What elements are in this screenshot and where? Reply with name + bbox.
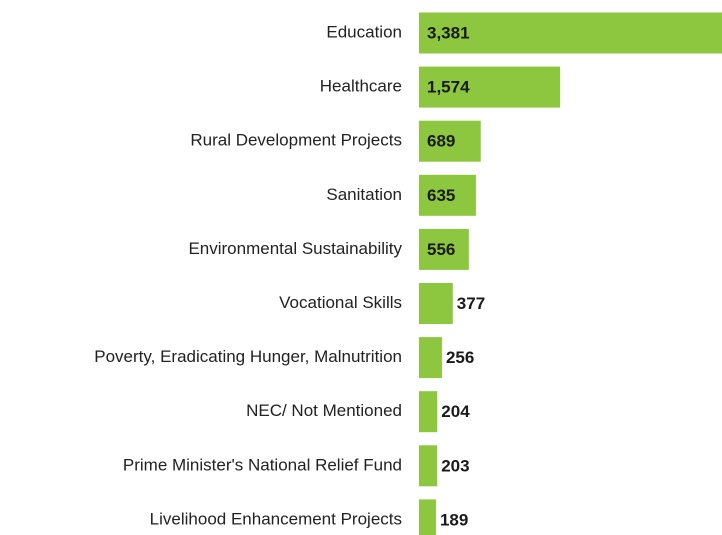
bar xyxy=(419,337,442,379)
category-label: Healthcare xyxy=(320,77,402,96)
bar xyxy=(419,12,722,54)
category-label: Prime Minister's National Relief Fund xyxy=(123,455,402,474)
category-label: Poverty, Eradicating Hunger, Malnutritio… xyxy=(94,347,402,366)
value-label: 635 xyxy=(427,186,455,205)
category-label: Vocational Skills xyxy=(279,293,402,312)
category-label: Environmental Sustainability xyxy=(188,239,402,258)
bar xyxy=(419,120,481,162)
value-label: 377 xyxy=(457,294,485,313)
value-label: 204 xyxy=(441,402,470,421)
bar xyxy=(419,445,438,487)
value-label: 1,574 xyxy=(427,78,470,97)
bar xyxy=(419,391,438,433)
value-label: 189 xyxy=(440,510,468,529)
category-label: NEC/ Not Mentioned xyxy=(246,401,402,420)
value-label: 203 xyxy=(441,456,469,475)
category-label: Rural Development Projects xyxy=(190,131,402,150)
value-label: 256 xyxy=(446,348,474,367)
category-label: Education xyxy=(326,22,402,41)
value-label: 689 xyxy=(427,132,455,151)
bar xyxy=(419,499,436,535)
category-label: Sanitation xyxy=(326,185,402,204)
bar xyxy=(419,228,469,270)
value-label: 556 xyxy=(427,240,455,259)
value-label: 3,381 xyxy=(427,23,470,42)
bar xyxy=(419,174,476,216)
bar xyxy=(419,283,453,324)
category-label: Livelihood Enhancement Projects xyxy=(150,509,402,528)
bar xyxy=(419,66,561,108)
